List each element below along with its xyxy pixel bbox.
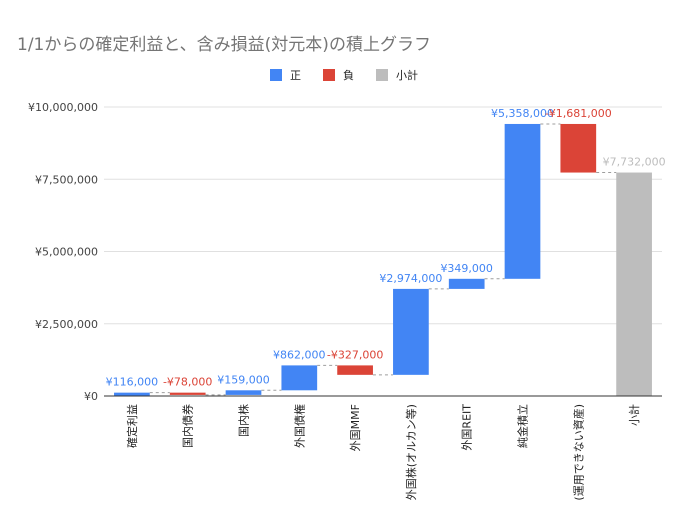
data-label: ¥159,000: [217, 373, 270, 386]
bar-positive: [114, 392, 150, 396]
bar-positive: [281, 365, 318, 391]
y-tick-label: ¥2,500,000: [35, 318, 98, 331]
legend-label-subtotal: 小計: [396, 69, 418, 82]
bar-positive: [393, 288, 429, 375]
x-category-label: 小計: [627, 404, 641, 426]
legend-swatch-positive: [270, 69, 282, 81]
data-label: ¥7,732,000: [603, 156, 666, 169]
y-tick-label: ¥5,000,000: [35, 246, 98, 259]
y-tick-label: ¥7,500,000: [35, 173, 98, 186]
data-label: ¥349,000: [440, 262, 493, 275]
bar-negative: [560, 123, 597, 173]
bar-subtotal: [616, 172, 652, 396]
bar-positive: [225, 390, 262, 395]
data-label: ¥5,358,000: [491, 107, 554, 120]
x-category-label: 国内債券: [181, 404, 195, 448]
data-label: -¥78,000: [163, 376, 212, 389]
data-label: -¥327,000: [327, 348, 383, 361]
chart-legend: 正 負 小計: [270, 67, 418, 83]
x-category-label: 外国REIT: [461, 404, 474, 451]
data-label: ¥116,000: [106, 376, 159, 389]
bar-positive: [504, 123, 541, 279]
legend-swatch-negative: [323, 69, 335, 81]
x-category-label: 確定利益: [125, 404, 139, 448]
legend-swatch-subtotal: [376, 69, 388, 81]
y-tick-label: ¥10,000,000: [28, 101, 98, 114]
legend-item-positive: 正: [270, 67, 301, 83]
y-tick-label: ¥0: [84, 390, 98, 403]
x-category-label: 外国株(オルカン等): [404, 404, 418, 500]
legend-label-negative: 負: [343, 69, 354, 82]
bar-negative: [169, 392, 206, 395]
bar-negative: [337, 365, 373, 375]
bar-positive: [448, 278, 485, 289]
x-category-label: 外国債権: [292, 404, 306, 448]
legend-item-negative: 負: [323, 67, 354, 83]
data-label: ¥2,974,000: [379, 272, 442, 285]
x-category-label: 純金積立: [516, 404, 530, 448]
x-category-label: 国内株: [237, 404, 251, 437]
x-category-label: 外国MMF: [349, 404, 362, 451]
legend-label-positive: 正: [290, 69, 301, 82]
legend-item-subtotal: 小計: [376, 67, 418, 83]
x-category-label: (運用できない資産): [572, 404, 585, 501]
chart-title: 1/1からの確定利益と、含み損益(対元本)の積上グラフ: [17, 35, 431, 55]
data-label: ¥862,000: [273, 348, 326, 361]
data-label: -¥1,681,000: [545, 107, 612, 120]
